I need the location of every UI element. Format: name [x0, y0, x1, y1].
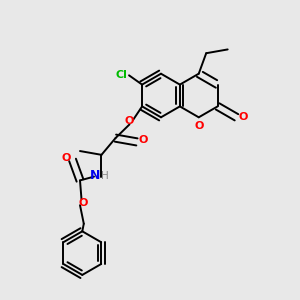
Text: O: O — [125, 116, 134, 125]
Text: O: O — [194, 121, 203, 131]
Text: O: O — [138, 135, 148, 146]
Text: O: O — [62, 153, 71, 164]
Text: O: O — [238, 112, 248, 122]
Text: N: N — [90, 169, 101, 182]
Text: Cl: Cl — [116, 70, 128, 80]
Text: H: H — [101, 171, 109, 181]
Text: O: O — [79, 198, 88, 208]
